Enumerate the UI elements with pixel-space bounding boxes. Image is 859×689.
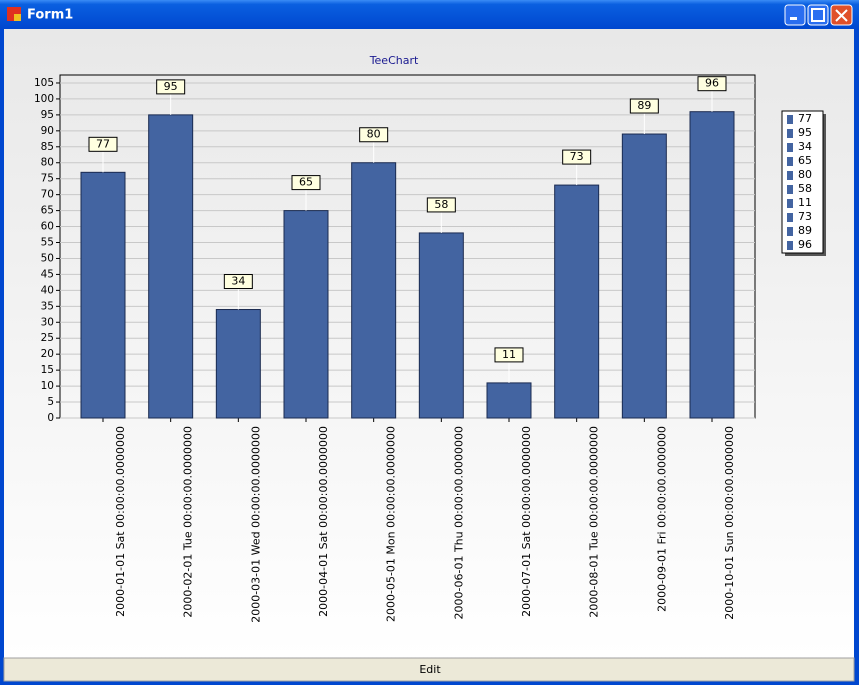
legend-swatch xyxy=(787,143,793,152)
legend-swatch xyxy=(787,199,793,208)
x-tick-label: 2000-01-01 Sat 00:00:00.0000000 xyxy=(114,426,127,617)
legend-swatch xyxy=(787,227,793,236)
y-tick-label: 105 xyxy=(34,77,54,89)
legend-swatch xyxy=(787,157,793,166)
y-tick-label: 75 xyxy=(41,173,54,185)
bar xyxy=(486,382,532,419)
app-icon-part xyxy=(14,14,21,21)
x-tick-label: 2000-06-01 Thu 00:00:00.0000000 xyxy=(452,426,465,619)
y-tick-label: 10 xyxy=(41,380,54,392)
value-label-box xyxy=(697,76,727,92)
value-label: 65 xyxy=(299,176,313,189)
y-tick-label: 35 xyxy=(41,300,54,312)
y-tick-label: 50 xyxy=(41,252,54,264)
window-title: Form1 xyxy=(27,8,73,23)
x-tick-label: 2000-05-01 Mon 00:00:00.0000000 xyxy=(385,426,398,622)
value-label: 11 xyxy=(502,348,516,361)
value-label: 95 xyxy=(164,80,178,93)
x-tick-label: 2000-07-01 Sat 00:00:00.0000000 xyxy=(520,426,533,617)
legend-swatch xyxy=(787,171,793,180)
legend-swatch xyxy=(787,185,793,194)
value-label-box xyxy=(494,347,524,363)
y-tick-label: 55 xyxy=(41,237,54,249)
y-tick-label: 65 xyxy=(41,205,54,217)
minimize-glyph xyxy=(790,17,797,20)
edit-button[interactable] xyxy=(3,657,855,682)
x-tick-label: 2000-10-01 Sun 00:00:00.0000000 xyxy=(723,426,736,620)
legend-label: 89 xyxy=(798,224,812,237)
y-tick-label: 80 xyxy=(41,157,54,169)
value-label-box xyxy=(359,127,389,143)
legend-label: 73 xyxy=(798,210,812,223)
value-label-box xyxy=(426,197,456,213)
y-tick-label: 40 xyxy=(41,284,54,296)
legend-label: 34 xyxy=(798,140,812,153)
value-label-box xyxy=(88,136,118,152)
value-label: 34 xyxy=(231,275,245,288)
legend-label: 80 xyxy=(798,168,812,181)
value-label: 77 xyxy=(96,137,110,150)
y-tick-label: 20 xyxy=(41,348,54,360)
y-tick-label: 45 xyxy=(41,268,54,280)
chart-title: TeeChart xyxy=(369,54,419,67)
bar xyxy=(554,184,600,419)
legend-label: 11 xyxy=(798,196,812,209)
y-tick-label: 95 xyxy=(41,109,54,121)
legend-swatch xyxy=(787,115,793,124)
y-tick-label: 5 xyxy=(47,396,54,408)
x-tick-label: 2000-09-01 Fri 00:00:00.0000000 xyxy=(655,426,668,612)
edit-label: Edit xyxy=(419,663,441,676)
x-tick-label: 2000-08-01 Tue 00:00:00.0000000 xyxy=(588,426,601,618)
legend-swatch xyxy=(787,129,793,138)
legend-swatch xyxy=(787,241,793,250)
value-label-box xyxy=(223,274,253,290)
bar xyxy=(148,114,194,419)
bar xyxy=(215,309,261,419)
bar xyxy=(689,111,735,419)
y-tick-label: 100 xyxy=(34,93,54,105)
y-tick-label: 70 xyxy=(41,189,54,201)
chart: 0 5 10 15 20 25 30 35 40 45 50 55 60 65 70 75 80 85 90 95 10… xyxy=(34,74,826,623)
bar xyxy=(351,162,397,419)
value-label: 80 xyxy=(367,128,381,141)
value-label: 96 xyxy=(705,77,719,90)
y-tick-label: 25 xyxy=(41,332,54,344)
value-label-box xyxy=(156,79,186,95)
value-label: 89 xyxy=(637,99,651,112)
value-label-box xyxy=(291,175,321,191)
bar xyxy=(283,210,329,419)
legend-label: 96 xyxy=(798,238,812,251)
x-tick-label: 2000-04-01 Sat 00:00:00.0000000 xyxy=(317,426,330,617)
y-tick-label: 90 xyxy=(41,125,54,137)
y-tick-label: 60 xyxy=(41,221,54,233)
title-bar xyxy=(0,0,859,29)
legend-swatch xyxy=(787,213,793,222)
close-glyph xyxy=(835,9,848,22)
y-tick-label: 0 xyxy=(47,412,54,424)
x-tick-label: 2000-03-01 Wed 00:00:00.0000000 xyxy=(249,426,262,623)
value-label: 58 xyxy=(434,198,448,211)
y-tick-label: 15 xyxy=(41,364,54,376)
y-tick-label: 85 xyxy=(41,141,54,153)
maximize-glyph xyxy=(811,8,825,22)
y-tick-label: 30 xyxy=(41,316,54,328)
bar xyxy=(621,133,667,419)
value-label-box xyxy=(629,98,659,114)
legend-label: 65 xyxy=(798,154,812,167)
legend-label: 95 xyxy=(798,126,812,139)
minimize-button[interactable] xyxy=(784,4,806,26)
legend-label: 58 xyxy=(798,182,812,195)
value-label-box xyxy=(562,149,592,165)
value-label: 73 xyxy=(570,150,584,163)
bar xyxy=(80,171,126,419)
x-tick-label: 2000-02-01 Tue 00:00:00.0000000 xyxy=(182,426,195,618)
bar xyxy=(418,232,464,419)
legend-label: 77 xyxy=(798,112,812,125)
